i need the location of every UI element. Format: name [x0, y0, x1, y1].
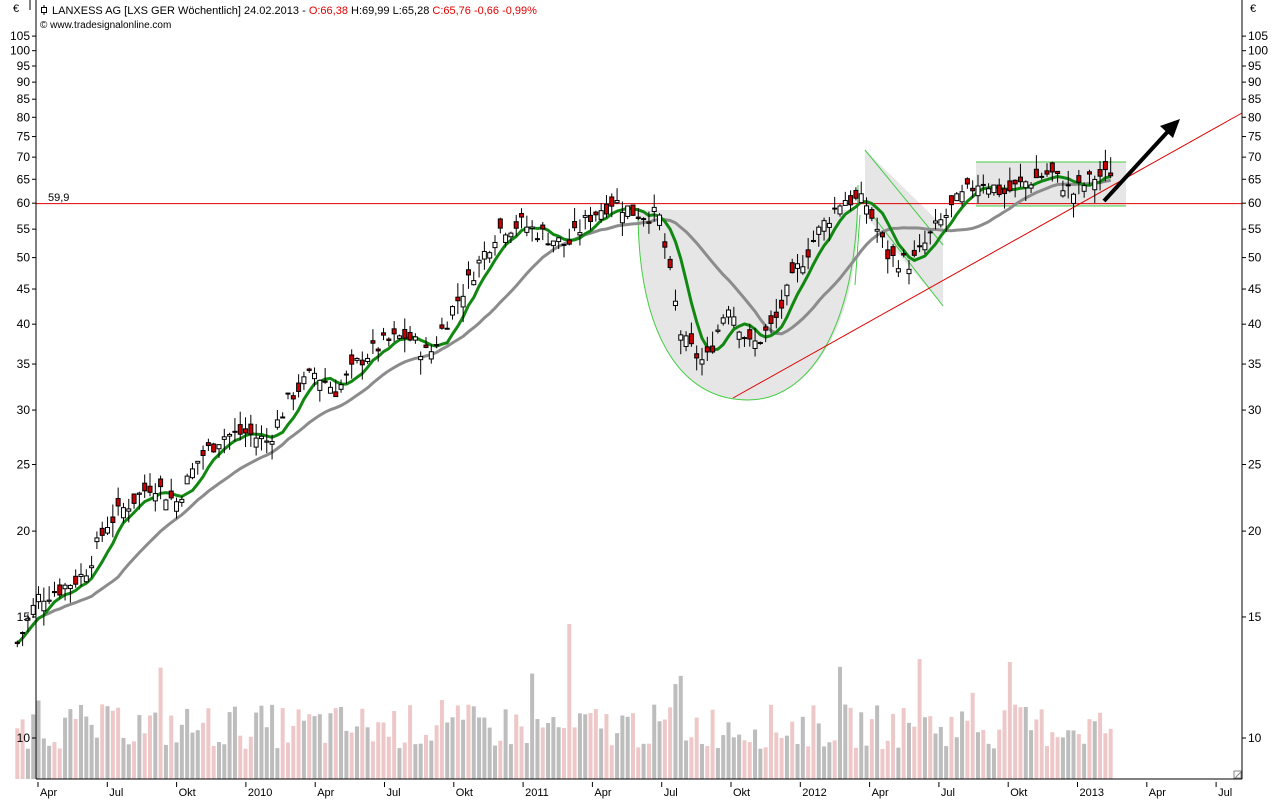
svg-text:15: 15 [17, 610, 31, 624]
svg-text:Jul: Jul [941, 787, 955, 799]
source-link[interactable]: www.tradesignalonline.com [50, 20, 172, 31]
breakout-arrow-icon [1102, 119, 1180, 203]
svg-text:95: 95 [17, 59, 31, 73]
svg-text:20: 20 [1248, 524, 1262, 538]
chart-title-bar: LANXESS AG [LXS GER Wöchentlich] 24.02.2… [40, 4, 537, 17]
close-change-value: C:65,76 -0,66 -0,99% [432, 5, 537, 17]
svg-text:Apr: Apr [40, 787, 57, 799]
svg-text:50: 50 [1248, 251, 1262, 265]
pattern-annotations [637, 149, 1126, 401]
svg-text:85: 85 [1248, 92, 1262, 106]
svg-text:30: 30 [1248, 403, 1262, 417]
svg-text:100: 100 [10, 44, 30, 58]
svg-text:75: 75 [1248, 130, 1262, 144]
svg-text:Apr: Apr [872, 787, 889, 799]
svg-text:95: 95 [1248, 59, 1262, 73]
flag-lower-line [869, 211, 944, 307]
svg-text:40: 40 [17, 317, 31, 331]
svg-text:Jul: Jul [1218, 787, 1232, 799]
svg-text:35: 35 [1248, 357, 1262, 371]
svg-text:45: 45 [17, 282, 31, 296]
svg-text:90: 90 [1248, 75, 1262, 89]
svg-text:10: 10 [1248, 731, 1262, 745]
svg-text:Jul: Jul [387, 787, 401, 799]
open-value: O:66,38 [308, 5, 348, 17]
svg-text:Jul: Jul [664, 787, 678, 799]
svg-text:105: 105 [10, 29, 30, 43]
svg-text:80: 80 [1248, 110, 1262, 124]
svg-text:70: 70 [17, 150, 31, 164]
source-line: © www.tradesignalonline.com [40, 20, 171, 31]
volume-bars [15, 624, 1113, 779]
svg-text:55: 55 [17, 222, 31, 236]
candlestick-icon [40, 5, 48, 15]
y-axis-ticks: 10 10 15 15 20 20 25 25 30 30 35 35 40 40 45 45 50 50 55 55… [10, 29, 1268, 745]
candlesticks [14, 149, 1114, 648]
svg-text:25: 25 [1248, 457, 1262, 471]
svg-text:2010: 2010 [248, 787, 272, 799]
svg-text:40: 40 [1248, 317, 1262, 331]
high-value: H:69,99 [351, 5, 390, 17]
fast-moving-average [16, 174, 1112, 645]
flag-pole [854, 214, 861, 286]
svg-text:60: 60 [17, 196, 31, 210]
svg-text:Okt: Okt [1010, 787, 1027, 799]
resize-grip-icon[interactable] [1233, 770, 1242, 779]
svg-text:2011: 2011 [525, 787, 549, 799]
uptrend-line [732, 112, 1243, 399]
svg-text:75: 75 [17, 130, 31, 144]
copyright-icon: © [40, 20, 48, 31]
svg-text:100: 100 [1248, 44, 1268, 58]
svg-text:20: 20 [17, 524, 31, 538]
support-level-label: 59,9 [48, 192, 70, 204]
svg-text:80: 80 [17, 110, 31, 124]
svg-text:Jul: Jul [109, 787, 123, 799]
svg-text:Apr: Apr [594, 787, 611, 799]
svg-text:85: 85 [17, 92, 31, 106]
svg-text:Okt: Okt [179, 787, 196, 799]
svg-text:60: 60 [1248, 196, 1262, 210]
svg-text:35: 35 [17, 357, 31, 371]
svg-text:Apr: Apr [317, 787, 334, 799]
svg-text:70: 70 [1248, 150, 1262, 164]
svg-text:65: 65 [1248, 172, 1262, 186]
svg-text:Okt: Okt [733, 787, 750, 799]
svg-text:45: 45 [1248, 282, 1262, 296]
svg-text:15: 15 [1248, 610, 1262, 624]
svg-text:Apr: Apr [1149, 787, 1166, 799]
svg-text:25: 25 [17, 457, 31, 471]
svg-text:10: 10 [17, 731, 31, 745]
cup-pattern-outline [637, 184, 859, 401]
svg-text:105: 105 [1248, 29, 1268, 43]
svg-text:55: 55 [1248, 222, 1262, 236]
x-axis-ticks: Apr Jul Okt 2010 Apr Jul Okt 2011 Apr Jul Okt 2012 A… [37, 782, 1232, 799]
svg-text:Okt: Okt [456, 787, 473, 799]
instrument-label: LANXESS AG [LXS GER Wöchentlich] 24.02.2… [52, 5, 309, 17]
currency-label-right: € [1250, 3, 1257, 15]
svg-text:50: 50 [17, 251, 31, 265]
svg-text:30: 30 [17, 403, 31, 417]
svg-text:65: 65 [17, 172, 31, 186]
svg-text:2012: 2012 [802, 787, 826, 799]
svg-text:2013: 2013 [1080, 787, 1104, 799]
svg-text:90: 90 [17, 75, 31, 89]
low-value: L:65,28 [392, 5, 430, 17]
currency-label-left: € [13, 3, 20, 15]
